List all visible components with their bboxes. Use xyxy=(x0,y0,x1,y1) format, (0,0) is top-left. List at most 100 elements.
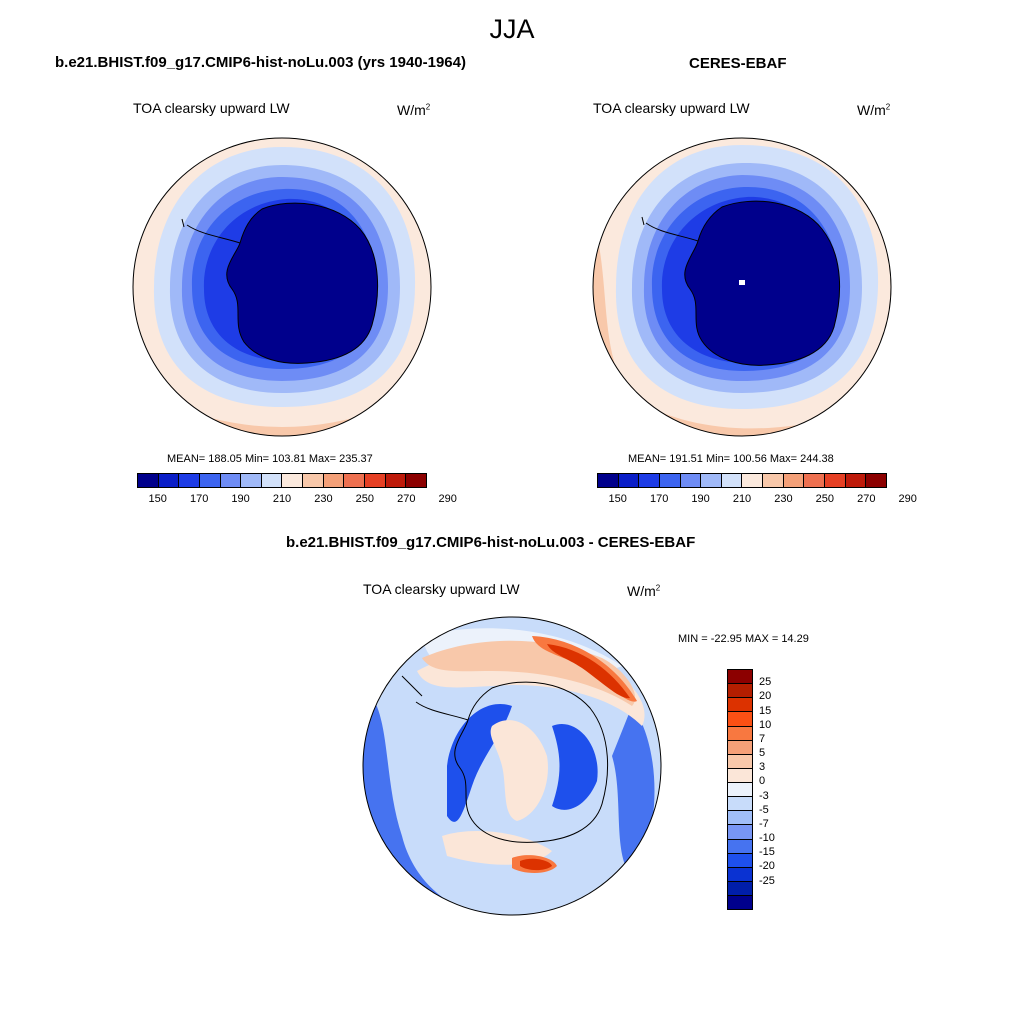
model-variable-label: TOA clearsky upward LW xyxy=(133,100,290,116)
diff-colorbar-tick-label: -20 xyxy=(759,860,775,873)
obs-colorbar-tick-label: 230 xyxy=(774,493,793,505)
obs-colorbar-swatch xyxy=(639,474,660,487)
model-colorbar-swatch xyxy=(199,474,221,487)
obs-colorbar-swatch xyxy=(598,474,619,487)
obs-units-label: W/m2 xyxy=(857,102,891,118)
season-title: JJA xyxy=(489,14,535,44)
diff-colorbar-tick-label: -3 xyxy=(759,789,769,802)
diff-colorbar-tick-label: -25 xyxy=(759,874,775,887)
diff-colorbar-tick-label: 0 xyxy=(759,775,766,788)
model-colorbar-swatch xyxy=(241,474,262,487)
model-colorbar-tick-label: 290 xyxy=(438,493,457,505)
obs-coastline xyxy=(684,200,840,366)
model-continent xyxy=(226,203,378,364)
model-colorbar xyxy=(137,473,427,488)
diff-colorbar-tick-label: 3 xyxy=(759,761,766,774)
model-colorbar-swatch xyxy=(220,474,242,487)
diff-colorbar-swatch xyxy=(728,839,752,854)
diff-units-label: W/m2 xyxy=(627,583,661,599)
obs-polar-map xyxy=(592,137,892,437)
obs-colorbar-tick-label: 210 xyxy=(732,493,752,505)
diff-blue-interior-2 xyxy=(552,724,598,810)
obs-colorbar-swatch xyxy=(866,474,886,487)
model-colorbar-swatch xyxy=(406,474,426,487)
diff-colorbar-swatch xyxy=(728,811,752,826)
diff-colorbar-swatch xyxy=(728,712,752,727)
diff-colorbar-swatch xyxy=(728,896,752,910)
diff-panel-title: b.e21.BHIST.f09_g17.CMIP6-hist-noLu.003 … xyxy=(286,534,696,551)
diff-variable-label: TOA clearsky upward LW xyxy=(363,581,520,597)
obs-colorbar-swatch xyxy=(845,474,867,487)
obs-colorbar-swatch xyxy=(804,474,826,487)
model-colorbar-swatch xyxy=(138,474,159,487)
diff-colorbar-swatch xyxy=(728,867,752,882)
diff-colorbar-swatch xyxy=(728,768,752,783)
obs-continent xyxy=(684,201,840,366)
model-colorbar-swatch xyxy=(385,474,407,487)
diff-polar-map xyxy=(362,616,662,916)
obs-colorbar-swatch xyxy=(701,474,722,487)
obs-colorbar-swatch xyxy=(825,474,846,487)
diff-continent-coast xyxy=(454,681,608,843)
diff-colorbar-tick-label: 10 xyxy=(759,718,772,731)
diff-stats: MIN = -22.95 MAX = 14.29 xyxy=(678,633,809,645)
diff-colorbar-tick-label: -7 xyxy=(759,817,769,830)
diff-colorbar-swatch xyxy=(728,797,752,812)
obs-missing-pole xyxy=(739,280,745,285)
diff-colorbar-tick-label: -5 xyxy=(759,803,769,816)
obs-colorbar-tick-label: 250 xyxy=(815,493,835,505)
diff-colorbar-tick-label: -15 xyxy=(759,846,775,859)
obs-panel-title: CERES-EBAF xyxy=(689,55,787,72)
model-colorbar-swatch xyxy=(344,474,366,487)
model-colorbar-tick-label: 250 xyxy=(355,493,375,505)
diff-colorbar-tick-label: 25 xyxy=(759,676,772,689)
model-colorbar-swatch xyxy=(179,474,200,487)
diff-colorbar-swatch xyxy=(728,684,752,699)
diff-colorbar-tick-label: 7 xyxy=(759,732,766,745)
model-colorbar-tick-label: 150 xyxy=(148,493,167,505)
model-colorbar-swatch xyxy=(365,474,386,487)
model-colorbar-swatch xyxy=(303,474,324,487)
diff-colorbar-tick-label: -10 xyxy=(759,832,775,845)
obs-colorbar xyxy=(597,473,887,488)
obs-map-border xyxy=(592,137,892,437)
model-units-label: W/m2 xyxy=(397,102,431,118)
diff-red-arc xyxy=(547,644,630,699)
diff-red-south xyxy=(520,858,552,871)
diff-colorbar xyxy=(727,669,753,910)
diff-colorbar-swatch xyxy=(728,853,752,868)
diff-colorbar-swatch xyxy=(728,726,752,741)
model-colorbar-tick-label: 190 xyxy=(231,493,250,505)
diff-map-border xyxy=(362,616,662,916)
obs-peninsula-coast xyxy=(641,216,699,242)
diff-peninsula-coast xyxy=(401,675,469,721)
model-colorbar-tick-label: 170 xyxy=(189,493,209,505)
model-coastline xyxy=(226,202,378,364)
model-peninsula-coast xyxy=(181,218,241,244)
model-map-border xyxy=(132,137,432,437)
obs-variable-label: TOA clearsky upward LW xyxy=(593,100,750,116)
obs-colorbar-swatch xyxy=(721,474,743,487)
diff-colorbar-swatch xyxy=(728,783,752,798)
model-colorbar-tick-label: 230 xyxy=(314,493,333,505)
model-colorbar-tick-label: 270 xyxy=(397,493,416,505)
obs-colorbar-swatch xyxy=(742,474,764,487)
obs-colorbar-swatch xyxy=(659,474,681,487)
diff-colorbar-tick-label: 15 xyxy=(759,704,772,717)
obs-colorbar-swatch xyxy=(680,474,702,487)
obs-colorbar-tick-label: 290 xyxy=(898,493,917,505)
obs-stats: MEAN= 191.51 Min= 100.56 Max= 244.38 xyxy=(628,453,834,465)
diff-colorbar-tick-label: 20 xyxy=(759,690,772,703)
diff-colorbar-swatch xyxy=(728,740,752,755)
diff-colorbar-swatch xyxy=(728,670,752,685)
model-stats: MEAN= 188.05 Min= 103.81 Max= 235.37 xyxy=(167,453,373,465)
diff-peach-center xyxy=(490,720,548,821)
model-colorbar-swatch xyxy=(282,474,304,487)
diff-blue-east xyxy=(612,706,655,876)
model-colorbar-swatch xyxy=(323,474,345,487)
obs-colorbar-tick-label: 270 xyxy=(857,493,876,505)
obs-colorbar-swatch xyxy=(763,474,784,487)
diff-colorbar-swatch xyxy=(728,881,752,896)
obs-colorbar-swatch xyxy=(783,474,805,487)
obs-colorbar-tick-label: 170 xyxy=(649,493,669,505)
